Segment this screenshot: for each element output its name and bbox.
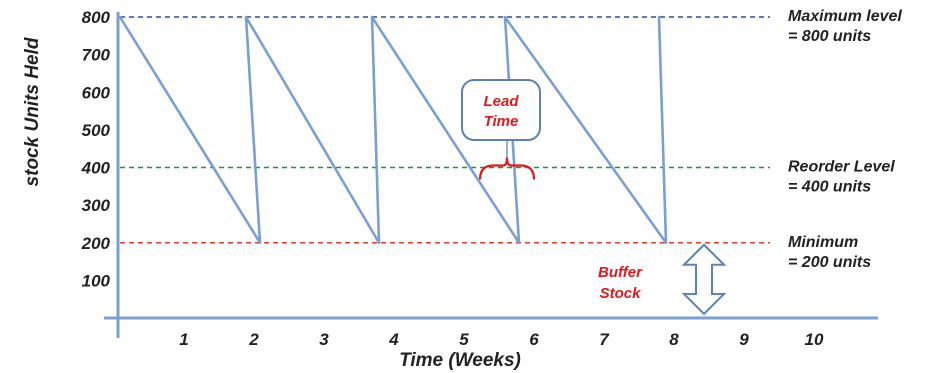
x-tick-7: 7 — [599, 330, 610, 349]
series-group — [118, 15, 668, 245]
ref-label-2-line1: Minimum — [788, 234, 858, 251]
y-tick-600: 600 — [82, 83, 111, 102]
lead-time-label-line1: Lead — [483, 93, 519, 110]
series-line-0 — [118, 15, 668, 245]
y-tick-100: 100 — [82, 271, 111, 290]
series-point-0-6 — [503, 15, 507, 19]
ref-label-2-line2: = 200 units — [788, 254, 871, 271]
x-tick-5: 5 — [459, 330, 469, 349]
y-tick-700: 700 — [82, 46, 111, 65]
x-tick-6: 6 — [529, 330, 539, 349]
series-point-0-5 — [517, 241, 521, 244]
series-point-0-7 — [664, 241, 668, 244]
series-point-0-2 — [244, 15, 248, 19]
tick-labels: 100 200 300 400 500 600 700 800 1 2 3 4 5 6 7 8 9 10 — [81, 8, 824, 349]
series-point-0-4 — [370, 15, 374, 19]
annotations: Lead Time Buffer Stock — [461, 79, 727, 316]
x-tick-3: 3 — [319, 330, 329, 349]
axes — [104, 12, 878, 338]
ref-label-1-line1: Reorder Level — [788, 159, 895, 176]
series-point-0-1 — [258, 241, 262, 244]
series-point-0-0 — [118, 15, 122, 19]
lead-time-label-line2: Time — [484, 113, 519, 130]
x-tick-8: 8 — [669, 330, 679, 349]
y-tick-300: 300 — [82, 196, 111, 215]
series-point-0-3 — [377, 241, 381, 244]
x-tick-2: 2 — [248, 330, 259, 349]
series-point-0-8 — [657, 15, 661, 19]
x-axis-title: Time (Weeks) — [399, 350, 521, 371]
lead-time-callout-box — [461, 79, 541, 141]
y-tick-800: 800 — [82, 8, 111, 27]
x-tick-1: 1 — [179, 330, 188, 349]
ref-label-1-line2: = 400 units — [788, 179, 871, 196]
ref-label-0-line2: = 800 units — [788, 28, 871, 45]
x-tick-4: 4 — [388, 330, 399, 349]
x-tick-9: 9 — [739, 330, 749, 349]
y-tick-200: 200 — [81, 234, 111, 253]
ref-label-0-line1: Maximum level — [788, 8, 902, 25]
reference-labels: Maximum level = 800 units Reorder Level = 4… — [788, 8, 902, 271]
x-tick-10: 10 — [805, 330, 824, 349]
buffer-stock-label-line2: Stock — [600, 285, 642, 302]
y-axis-title: stock Units Held — [22, 37, 43, 186]
lead-time-brace — [478, 157, 536, 180]
y-tick-500: 500 — [82, 121, 111, 140]
y-tick-400: 400 — [81, 159, 111, 178]
buffer-stock-label-line1: Buffer — [598, 264, 643, 281]
buffer-stock-arrow — [681, 243, 727, 316]
reference-lines — [120, 16, 770, 244]
